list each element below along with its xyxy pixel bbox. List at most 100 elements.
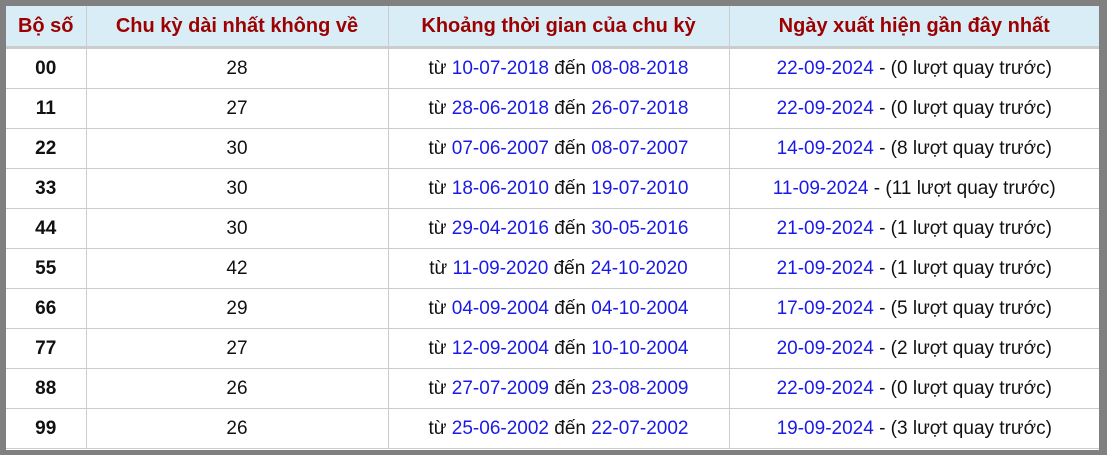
last-seen-cell: 20-09-2024 - (2 lượt quay trước) xyxy=(729,328,1099,369)
period-cell: từ 12-09-2004 đến 10-10-2004 xyxy=(388,328,730,369)
end-date-link[interactable]: 10-10-2004 xyxy=(591,337,689,359)
last-seen-cell: 22-09-2024 - (0 lượt quay trước) xyxy=(729,47,1099,89)
table-row: 99 26 từ 25-06-2002 đến 22-07-2002 19-09-20… xyxy=(6,408,1099,449)
last-date-link[interactable]: 22-09-2024 xyxy=(776,377,874,399)
from-label: từ xyxy=(428,217,447,239)
last-seen-cell: 22-09-2024 - (0 lượt quay trước) xyxy=(729,368,1099,409)
last-date-link[interactable]: 14-09-2024 xyxy=(776,137,874,159)
last-seen-cell: 22-09-2024 - (0 lượt quay trước) xyxy=(729,88,1099,129)
number-cell: 66 xyxy=(6,288,87,329)
longest-cycle-table: Bộ số Chu kỳ dài nhất không về Khoảng th… xyxy=(6,6,1099,449)
to-label: đến xyxy=(553,257,586,279)
last-date-link[interactable]: 11-09-2024 xyxy=(772,177,869,199)
cycle-cell: 27 xyxy=(86,328,389,369)
number-cell: 22 xyxy=(6,128,87,169)
table-row: 66 29 từ 04-09-2004 đến 04-10-2004 17-09-20… xyxy=(6,288,1099,329)
header-period: Khoảng thời gian của chu kỳ xyxy=(388,6,730,49)
end-date-link[interactable]: 04-10-2004 xyxy=(591,297,689,319)
table-row: 77 27 từ 12-09-2004 đến 10-10-2004 20-09-20… xyxy=(6,328,1099,369)
last-date-link[interactable]: 19-09-2024 xyxy=(776,417,874,439)
start-date-link[interactable]: 25-06-2002 xyxy=(451,417,549,439)
last-note: - (11 lượt quay trước) xyxy=(868,177,1056,199)
start-date-link[interactable]: 29-04-2016 xyxy=(451,217,549,239)
from-label: từ xyxy=(428,377,447,399)
last-date-link[interactable]: 20-09-2024 xyxy=(776,337,874,359)
last-seen-cell: 19-09-2024 - (3 lượt quay trước) xyxy=(729,408,1099,449)
table-row: 00 28 từ 10-07-2018 đến 08-08-2018 22-09-20… xyxy=(6,47,1099,89)
period-cell: từ 28-06-2018 đến 26-07-2018 xyxy=(388,88,730,129)
start-date-link[interactable]: 04-09-2004 xyxy=(451,297,549,319)
cycle-cell: 30 xyxy=(86,208,389,249)
last-note: - (5 lượt quay trước) xyxy=(873,297,1052,319)
to-label: đến xyxy=(554,177,586,199)
period-cell: từ 11-09-2020 đến 24-10-2020 xyxy=(388,248,730,289)
end-date-link[interactable]: 22-07-2002 xyxy=(591,417,689,439)
number-cell: 11 xyxy=(6,88,87,129)
header-cycle: Chu kỳ dài nhất không về xyxy=(86,6,389,49)
header-last-seen: Ngày xuất hiện gần đây nhất xyxy=(729,6,1099,49)
end-date-link[interactable]: 23-08-2009 xyxy=(591,377,689,399)
period-cell: từ 10-07-2018 đến 08-08-2018 xyxy=(388,47,730,89)
last-date-link[interactable]: 21-09-2024 xyxy=(776,217,874,239)
end-date-link[interactable]: 08-07-2007 xyxy=(591,137,689,159)
last-note: - (1 lượt quay trước) xyxy=(873,217,1052,239)
table-row: 22 30 từ 07-06-2007 đến 08-07-2007 14-09-20… xyxy=(6,128,1099,169)
from-label: từ xyxy=(428,97,447,119)
last-seen-cell: 17-09-2024 - (5 lượt quay trước) xyxy=(729,288,1099,329)
start-date-link[interactable]: 12-09-2004 xyxy=(451,337,549,359)
number-cell: 99 xyxy=(6,408,87,449)
period-cell: từ 18-06-2010 đến 19-07-2010 xyxy=(388,168,730,209)
from-label: từ xyxy=(428,417,447,439)
table-row: 44 30 từ 29-04-2016 đến 30-05-2016 21-09-20… xyxy=(6,208,1099,249)
last-seen-cell: 21-09-2024 - (1 lượt quay trước) xyxy=(729,208,1099,249)
number-cell: 55 xyxy=(6,248,87,289)
start-date-link[interactable]: 18-06-2010 xyxy=(451,177,549,199)
number-cell: 88 xyxy=(6,368,87,409)
start-date-link[interactable]: 10-07-2018 xyxy=(451,57,549,79)
last-date-link[interactable]: 17-09-2024 xyxy=(776,297,874,319)
end-date-link[interactable]: 08-08-2018 xyxy=(591,57,689,79)
header-row: Bộ số Chu kỳ dài nhất không về Khoảng th… xyxy=(6,6,1099,49)
last-note: - (8 lượt quay trước) xyxy=(873,137,1052,159)
period-cell: từ 07-06-2007 đến 08-07-2007 xyxy=(388,128,730,169)
table-row: 33 30 từ 18-06-2010 đến 19-07-2010 11-09-20… xyxy=(6,168,1099,209)
last-seen-cell: 21-09-2024 - (1 lượt quay trước) xyxy=(729,248,1099,289)
to-label: đến xyxy=(554,57,586,79)
start-date-link[interactable]: 28-06-2018 xyxy=(451,97,549,119)
last-date-link[interactable]: 22-09-2024 xyxy=(776,97,874,119)
to-label: đến xyxy=(554,417,586,439)
from-label: từ xyxy=(428,137,447,159)
last-note: - (0 lượt quay trước) xyxy=(873,57,1052,79)
number-cell: 00 xyxy=(6,47,87,89)
last-date-link[interactable]: 21-09-2024 xyxy=(776,257,874,279)
end-date-link[interactable]: 19-07-2010 xyxy=(591,177,689,199)
from-label: từ xyxy=(429,257,448,279)
period-cell: từ 29-04-2016 đến 30-05-2016 xyxy=(388,208,730,249)
number-cell: 77 xyxy=(6,328,87,369)
end-date-link[interactable]: 24-10-2020 xyxy=(590,257,688,279)
to-label: đến xyxy=(554,337,586,359)
start-date-link[interactable]: 07-06-2007 xyxy=(451,137,549,159)
last-date-link[interactable]: 22-09-2024 xyxy=(776,57,874,79)
end-date-link[interactable]: 30-05-2016 xyxy=(591,217,689,239)
period-cell: từ 25-06-2002 đến 22-07-2002 xyxy=(388,408,730,449)
last-note: - (3 lượt quay trước) xyxy=(873,417,1052,439)
cycle-cell: 28 xyxy=(86,47,389,89)
to-label: đến xyxy=(554,97,586,119)
cycle-cell: 26 xyxy=(86,408,389,449)
from-label: từ xyxy=(428,57,447,79)
start-date-link[interactable]: 27-07-2009 xyxy=(451,377,549,399)
start-date-link[interactable]: 11-09-2020 xyxy=(452,257,549,279)
from-label: từ xyxy=(428,337,447,359)
cycle-cell: 26 xyxy=(86,368,389,409)
last-note: - (1 lượt quay trước) xyxy=(873,257,1052,279)
to-label: đến xyxy=(554,217,586,239)
number-cell: 44 xyxy=(6,208,87,249)
number-cell: 33 xyxy=(6,168,87,209)
last-note: - (2 lượt quay trước) xyxy=(873,337,1052,359)
from-label: từ xyxy=(428,177,447,199)
to-label: đến xyxy=(554,137,586,159)
table-row: 11 27 từ 28-06-2018 đến 26-07-2018 22-09-20… xyxy=(6,88,1099,129)
end-date-link[interactable]: 26-07-2018 xyxy=(591,97,689,119)
last-note: - (0 lượt quay trước) xyxy=(873,97,1052,119)
